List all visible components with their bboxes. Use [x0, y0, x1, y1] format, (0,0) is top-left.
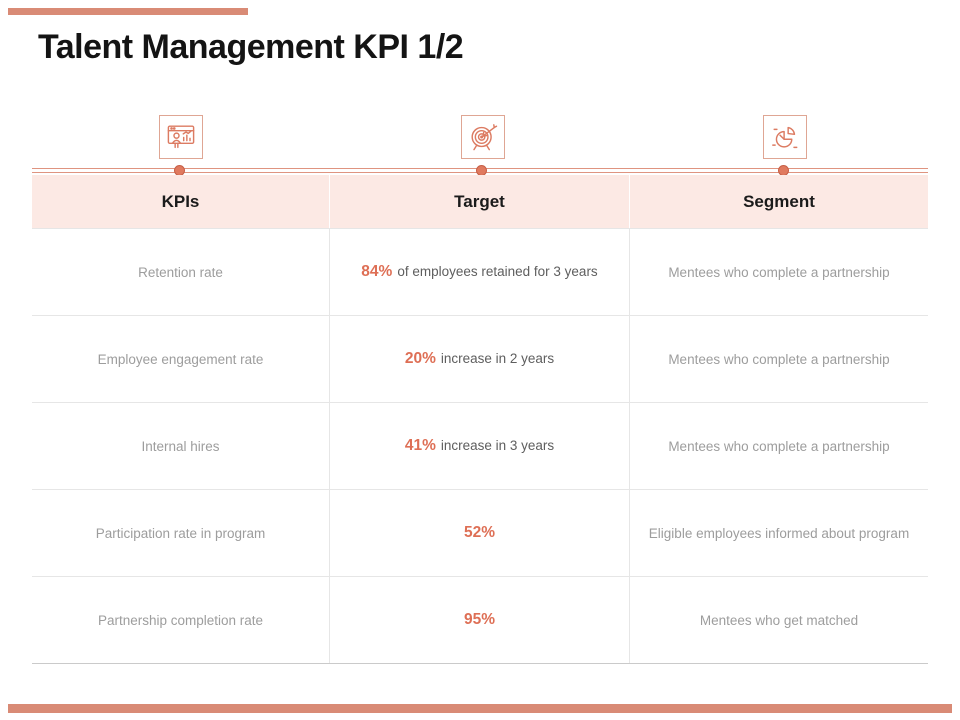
pie-segment-icon	[772, 126, 798, 149]
segment-cell: Mentees who complete a partnership	[630, 315, 928, 402]
column-header-segment: Segment	[630, 175, 928, 228]
presentation-dashboard-icon	[167, 125, 195, 149]
top-accent-bar	[8, 8, 248, 15]
kpi-cell: Retention rate	[32, 228, 330, 315]
target-percent: 41%	[404, 437, 436, 454]
kpi-cell: Employee engagement rate	[32, 315, 330, 402]
target-percent: 84%	[361, 263, 393, 280]
target-description: of employees retained for 3 years	[397, 264, 598, 279]
segment-icon-box	[763, 115, 807, 159]
target-description: increase in 3 years	[440, 438, 555, 453]
target-cell: 84% of employees retained for 3 years	[330, 228, 630, 315]
kpi-cell: Participation rate in program	[32, 489, 330, 576]
target-percent: 52%	[463, 524, 496, 541]
target-description: increase in 2 years	[440, 351, 555, 366]
target-percent: 20%	[404, 350, 436, 367]
kpi-cell: Internal hires	[32, 402, 330, 489]
kpis-icon-box	[159, 115, 203, 159]
target-cell: 20% increase in 2 years	[330, 315, 630, 402]
bottom-accent-bar	[8, 704, 952, 713]
target-arrow-icon	[471, 124, 498, 151]
kpi-cell: Partnership completion rate	[32, 576, 330, 663]
target-percent: 95%	[463, 611, 496, 628]
column-header-kpis: KPIs	[32, 175, 330, 228]
target-icon-box	[461, 115, 505, 159]
target-cell: 95%	[330, 576, 630, 663]
segment-cell: Eligible employees informed about progra…	[630, 489, 928, 576]
segment-cell: Mentees who get matched	[630, 576, 928, 663]
segment-cell: Mentees who complete a partnership	[630, 402, 928, 489]
target-cell: 52%	[330, 489, 630, 576]
page-title: Talent Management KPI 1/2	[38, 28, 464, 66]
segment-cell: Mentees who complete a partnership	[630, 228, 928, 315]
target-cell: 41% increase in 3 years	[330, 402, 630, 489]
column-header-target: Target	[330, 175, 630, 228]
kpi-table: KPIs Target Segment Retention rate 84% of…	[32, 175, 928, 664]
